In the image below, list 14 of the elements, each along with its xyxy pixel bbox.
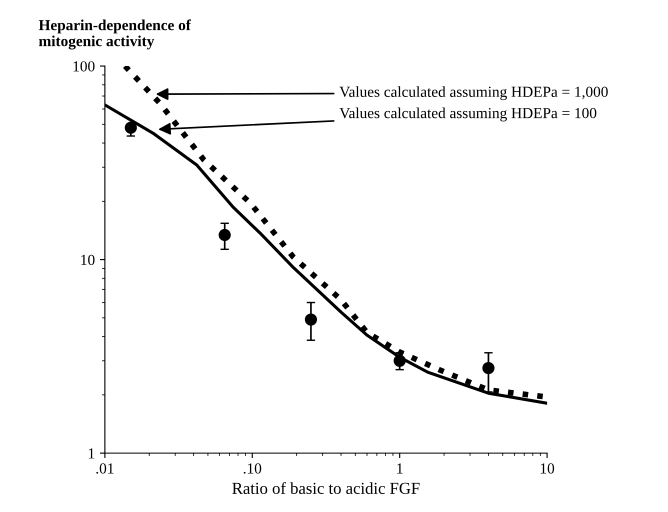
annotation: Values calculated assuming HDEPa = 1,000 [339, 86, 608, 100]
x-tick-label: .10 [244, 463, 262, 474]
chart-title: Heparin-dependence of mitogenic activity [38, 19, 192, 50]
point [304, 313, 318, 326]
y-tick-label: 100 [74, 61, 95, 72]
point [394, 354, 406, 367]
x-axis-title: Ratio of basic to acidic FGF [232, 482, 420, 494]
y-tick-label: 10 [81, 254, 95, 266]
x-tick-label: .01 [96, 463, 114, 474]
x-tick-label: 1 [397, 463, 403, 474]
y-tick-label: 1 [88, 448, 94, 458]
point [482, 362, 495, 374]
x-tick-label: 10 [540, 463, 554, 474]
annotation: Values calculated assuming HDEPa = 100 [339, 107, 596, 122]
